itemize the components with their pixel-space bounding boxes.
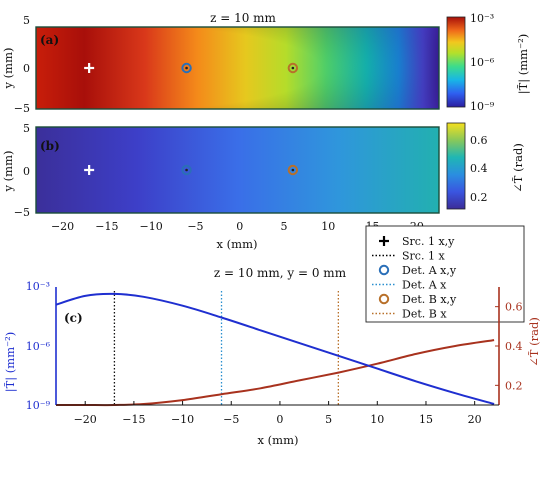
colorbar-b-tick-02: 0.2 (470, 191, 488, 204)
colorbar-b-tick-06: 0.6 (470, 134, 488, 147)
amplitude-map-vignette (36, 27, 439, 109)
panel-a-ytick-5: 5 (23, 14, 30, 27)
panel-b-detector-marker-a (181, 164, 192, 176)
panel-c-axes: (c) (55, 287, 500, 407)
panel-b-label: (b) (40, 139, 60, 153)
right-ytick: 0.4 (505, 340, 523, 353)
amplitude-series-line (55, 292, 495, 405)
colorbar-b (446, 122, 466, 210)
legend-marker (378, 264, 390, 276)
colorbar-a-tick-mid: 10⁻⁶ (470, 56, 495, 69)
colorbar-b-tick-04: 0.4 (470, 162, 488, 175)
panel-c-xtick: −20 (74, 413, 97, 426)
panel-b-ylabel: y (mm) (1, 151, 15, 193)
map-xtick: −15 (95, 220, 118, 233)
legend-entry-label: Det. A x (402, 279, 447, 292)
legend-entry-label: Det. B x (402, 308, 447, 321)
right-ytick: 0.6 (505, 301, 523, 314)
phase-series-line (56, 339, 495, 407)
panel-b-map: (b) (35, 126, 440, 214)
left-ytick-top: 10⁻³ (26, 280, 50, 293)
panel-b-markers (84, 164, 299, 176)
panel-c-xtick: −15 (122, 413, 145, 426)
panel-a-detector-marker-a (181, 62, 192, 74)
panel-b-ytick-5: 5 (23, 122, 30, 135)
panel-c-xtick: 10 (370, 413, 384, 426)
panel-b-ytick-neg5: −5 (14, 206, 30, 219)
map-xtick: 0 (236, 220, 243, 233)
legend-marker (378, 293, 390, 305)
panel-b-ytick-0: 0 (23, 165, 30, 178)
panel-c-xtick: −5 (223, 413, 239, 426)
legend-entry-label: Src. 1 x,y (402, 235, 455, 248)
amplitude-map-frame (35, 26, 440, 110)
panel-b-detector-dot-a (185, 168, 188, 172)
map-xtick: 5 (281, 220, 288, 233)
panel-a-ylabel: y (mm) (1, 48, 15, 90)
panel-c-x-ticks: −20 −15 −10 −5 0 5 10 15 20 (74, 401, 482, 426)
panel-a-detector-dot-a (185, 66, 188, 70)
panel-c-xtick: 20 (468, 413, 482, 426)
panel-a-map: (a) (35, 26, 440, 110)
left-ytick-mid: 10⁻⁶ (26, 340, 51, 353)
panel-c-label: (c) (64, 311, 83, 325)
panel-a-detector-marker-b (287, 62, 299, 74)
right-y-ticks: 0.6 0.4 0.2 (495, 301, 523, 392)
phase-map-frame (35, 126, 440, 214)
panel-c-xtick: −10 (171, 413, 194, 426)
panel-c-xlabel: x (mm) (258, 433, 299, 447)
map-xlabel: x (mm) (217, 237, 258, 251)
right-ylabel: ∠T̃ (rad) (527, 317, 541, 367)
panel-a-ytick-0: 0 (23, 62, 30, 75)
panel-c-xtick: 15 (419, 413, 433, 426)
legend-entry-label: Src. 1 x (402, 250, 445, 263)
colorbar-a (446, 16, 466, 108)
map-xtick: −10 (140, 220, 163, 233)
panel-c-xtick: 0 (276, 413, 283, 426)
legend-box (365, 225, 525, 323)
panel-a-title: z = 10 mm (210, 11, 276, 25)
panel-b-detector-dot-b (291, 168, 295, 172)
left-ylabel: |T̃| (mm⁻²) (3, 332, 18, 393)
panel-a-markers (84, 62, 299, 74)
panel-a-ytick-neg5: −5 (14, 102, 30, 115)
panel-c-xtick: 5 (325, 413, 332, 426)
right-ytick: 0.2 (505, 379, 523, 392)
map-xtick: −20 (51, 220, 74, 233)
legend-entry-label: Det. B x,y (402, 293, 457, 306)
panel-c-title: z = 10 mm, y = 0 mm (214, 266, 347, 280)
legend-entry-label: Det. A x,y (402, 264, 457, 277)
left-ytick-bottom: 10⁻⁹ (26, 399, 51, 412)
panel-b-detector-marker-b (287, 164, 299, 176)
phase-map (36, 127, 439, 213)
panel-a-detector-dot-b (291, 66, 295, 70)
colorbar-b-label: ∠T̃ (rad) (511, 143, 525, 193)
colorbar-a-tick-top: 10⁻³ (470, 12, 494, 25)
map-xtick: −5 (187, 220, 203, 233)
colorbar-a-label: |T̃| (mm⁻²) (516, 34, 531, 95)
panel-c-position-lines (113, 291, 340, 405)
panel-a-label: (a) (40, 33, 59, 47)
colorbar-a-tick-bottom: 10⁻⁹ (470, 100, 495, 113)
map-xtick: 10 (321, 220, 335, 233)
